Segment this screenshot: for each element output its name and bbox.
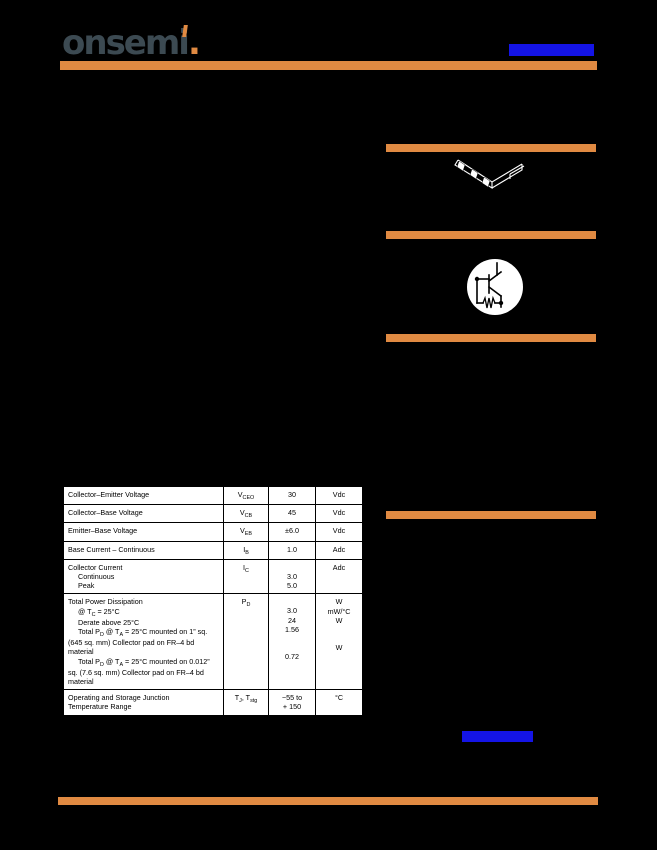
col-header-value: Value (268, 470, 316, 487)
rating-unit: Vdc (315, 504, 363, 524)
rating-title: Temperature Range (68, 702, 132, 712)
value-spacer (273, 597, 311, 606)
rating-symbol: VEB (223, 522, 269, 542)
rating-value: 3.0 5.0 (268, 558, 316, 595)
rating-label: Collector–Base Voltage (63, 504, 224, 524)
rating-label: Operating and Storage Junction Temperatu… (63, 689, 224, 716)
rating-value: 45 (268, 504, 316, 524)
value-line: 3.0 (287, 571, 297, 581)
rating-symbol: IC (223, 558, 269, 595)
maximum-ratings-table: Rating Symbol Value Unit Collector–Emitt… (63, 470, 363, 716)
col-header-symbol: Symbol (223, 470, 269, 487)
rating-label: Collector Current Continuous Peak (63, 558, 224, 595)
rating-value: ±6.0 (268, 522, 316, 542)
value-spacer (273, 563, 311, 572)
rating-detail-line: material (68, 647, 94, 657)
ordering-section-rule (386, 511, 596, 519)
rating-detail-line: (645 sq. mm) Collector pad on FR–4 bd (68, 638, 195, 648)
features-section-rule (386, 334, 596, 342)
footer-rule (58, 797, 598, 805)
rating-symbol: VCB (223, 504, 269, 524)
table-header-row: Rating Symbol Value Unit (63, 470, 363, 487)
table-row: Collector–Base Voltage VCB 45 Vdc (63, 504, 363, 524)
rating-symbol: PD (223, 593, 269, 691)
unit-line: W (335, 615, 343, 625)
rating-detail-line: sq. (7.6 sq. mm) Collector pad on FR–4 b… (68, 667, 204, 677)
logo-dot: . (187, 23, 201, 63)
package-section-rule-top (386, 144, 596, 152)
footer-link[interactable] (462, 731, 533, 742)
unit-line: W (335, 597, 343, 607)
rating-value: 30 (268, 485, 316, 506)
rating-symbol: IB (223, 540, 269, 560)
unit-spacer (320, 625, 358, 634)
value-line: + 150 (282, 702, 302, 712)
rating-title: Operating and Storage Junction (68, 693, 170, 703)
header-rule (60, 61, 597, 70)
value-line: 0.72 (285, 652, 299, 662)
rating-symbol: VCEO (223, 485, 269, 506)
rating-sub-line: Continuous (78, 572, 115, 582)
rating-detail-line: material (68, 677, 94, 687)
rating-symbol: TJ, Tstg (223, 689, 269, 716)
col-header-rating: Rating (63, 470, 224, 487)
col-header-unit: Unit (315, 470, 363, 487)
value-spacer (273, 634, 311, 643)
table-row: Emitter–Base Voltage VEB ±6.0 Vdc (63, 522, 363, 542)
rating-sub-line: Peak (78, 581, 95, 591)
symbol-section-rule-top (386, 231, 596, 239)
rating-unit: °C (315, 689, 363, 716)
rating-detail-line: @ TC = 25°C (78, 606, 120, 618)
unit-spacer (320, 634, 358, 643)
rating-label: Total Power Dissipation @ TC = 25°C Dera… (63, 593, 224, 691)
logo-wordmark: onsemi (62, 23, 190, 63)
rating-title: Total Power Dissipation (68, 597, 143, 607)
header-link[interactable] (509, 44, 594, 56)
table-row: Total Power Dissipation @ TC = 25°C Dera… (63, 593, 363, 691)
rating-unit: Adc (315, 558, 363, 595)
value-line: −55 to (281, 693, 303, 703)
schematic-symbol (467, 259, 523, 315)
onsemi-logo: onsemi. (62, 23, 201, 63)
table-row: Collector–Emitter Voltage VCEO 30 Vdc (63, 485, 363, 506)
rating-label: Collector–Emitter Voltage (63, 485, 224, 506)
value-line: 24 (288, 615, 296, 625)
value-spacer (273, 643, 311, 652)
rating-detail-line: Total PD @ TA = 25°C mounted on 0.012” (78, 656, 210, 668)
rating-detail-line: Derate above 25°C (78, 617, 140, 627)
rating-label: Emitter–Base Voltage (63, 522, 224, 542)
table-row: Base Current – Continuous IB 1.0 Adc (63, 540, 363, 560)
package-drawing (452, 152, 528, 202)
unit-line: W (335, 643, 343, 653)
rating-detail-line: Total PD @ TA = 25°C mounted on 1” sq. (78, 627, 208, 639)
rating-title: Collector Current (68, 562, 123, 572)
table-row: Collector Current Continuous Peak IC 3.0… (63, 558, 363, 595)
value-line: 1.56 (285, 624, 299, 634)
table-row: Operating and Storage Junction Temperatu… (63, 689, 363, 716)
rating-unit: Vdc (315, 485, 363, 506)
unit-line: mW/°C (327, 606, 351, 616)
rating-value: 1.0 (268, 540, 316, 560)
value-line: 5.0 (287, 581, 297, 591)
rating-unit: Adc (315, 540, 363, 560)
rating-label: Base Current – Continuous (63, 540, 224, 560)
rating-value: 3.0 24 1.56 0.72 (268, 593, 316, 691)
rating-unit: Vdc (315, 522, 363, 542)
value-line: 3.0 (287, 606, 297, 616)
rating-unit: W mW/°C W W (315, 593, 363, 691)
rating-value: −55 to + 150 (268, 689, 316, 716)
